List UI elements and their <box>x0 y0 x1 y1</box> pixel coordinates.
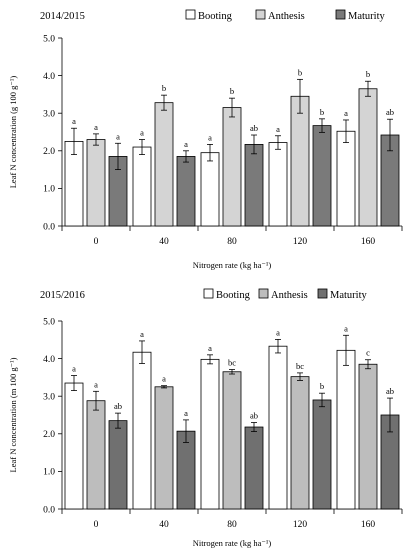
x-tick-label: 80 <box>227 237 237 247</box>
legend-label: Maturity <box>330 290 367 301</box>
chart-panel-1: 2014/2015 Booting Anthesis Maturity 0.0 1.0 2.… <box>8 9 403 270</box>
significance-letter: a <box>140 329 144 339</box>
bar-maturity <box>312 125 332 227</box>
x-tick-label: 120 <box>293 520 308 530</box>
bar-maturity <box>108 420 128 510</box>
bar-booting <box>336 349 356 510</box>
y-tick-label: 1.0 <box>43 468 55 478</box>
legend-label: Booting <box>216 290 251 301</box>
significance-letter: a <box>94 379 98 389</box>
significance-letter: a <box>208 343 212 353</box>
legend-swatch <box>185 9 196 20</box>
bar-booting <box>336 130 356 227</box>
bar-maturity <box>244 144 264 227</box>
significance-letter: ab <box>250 123 258 133</box>
y-tick-label: 1.0 <box>43 185 55 195</box>
bar-maturity <box>176 156 196 227</box>
bar-booting <box>200 152 220 227</box>
y-tick-label: 3.0 <box>43 110 55 120</box>
significance-letter: b <box>366 69 370 79</box>
chart-panel-2: 2015/2016 Booting Anthesis Maturity 0.0 1.0 2.… <box>8 288 403 548</box>
legend-label: Anthesis <box>268 11 305 22</box>
y-tick-label: 4.0 <box>43 72 55 82</box>
x-tick-label: 40 <box>159 237 169 247</box>
chart-title: 2015/2016 <box>40 290 85 301</box>
x-tick-label: 160 <box>361 237 376 247</box>
bar-anthesis <box>86 139 106 227</box>
legend-label: Maturity <box>348 11 385 22</box>
bar-anthesis <box>222 371 242 510</box>
x-axis-label: Nitrogen rate (kg ha⁻¹) <box>193 538 272 548</box>
y-tick-label: 0.0 <box>43 222 55 232</box>
significance-letter: a <box>276 327 280 337</box>
significance-letter: bc <box>296 361 304 371</box>
bar-maturity <box>244 426 264 510</box>
significance-letter: a <box>184 139 188 149</box>
y-tick-label: 3.0 <box>43 393 55 403</box>
x-tick-label: 120 <box>293 237 308 247</box>
significance-letter: b <box>320 381 324 391</box>
chart-title: 2014/2015 <box>40 11 85 22</box>
bar-anthesis <box>358 88 378 227</box>
bar-anthesis <box>154 102 174 227</box>
y-tick-label: 5.0 <box>43 34 55 44</box>
y-axis-label: Leaf N concentration (m 100 g⁻¹) <box>8 357 18 472</box>
legend-label: Anthesis <box>271 290 308 301</box>
significance-letter: b <box>162 83 166 93</box>
bar-booting <box>268 142 288 227</box>
significance-letter: a <box>276 124 280 134</box>
bar-booting <box>268 345 288 510</box>
y-axis-label: Leaf N concentration (g 100 g⁻¹) <box>8 76 18 189</box>
bar-anthesis <box>290 376 310 510</box>
bar-anthesis <box>290 95 310 227</box>
significance-letter: a <box>162 374 166 384</box>
significance-letter: a <box>94 122 98 132</box>
y-tick-label: 5.0 <box>43 317 55 327</box>
significance-letter: ab <box>386 386 394 396</box>
bar-booting <box>64 382 84 510</box>
bar-anthesis <box>86 400 106 510</box>
x-axis-label: Nitrogen rate (kg ha⁻¹) <box>193 260 272 270</box>
legend-swatch <box>203 288 214 299</box>
bar-booting <box>200 358 220 510</box>
x-tick-label: 0 <box>94 520 99 530</box>
significance-letter: a <box>344 108 348 118</box>
significance-letter: ab <box>386 107 394 117</box>
legend-swatch <box>317 288 328 299</box>
bar-anthesis <box>154 386 174 510</box>
x-tick-label: 80 <box>227 520 237 530</box>
y-tick-label: 2.0 <box>43 430 55 440</box>
significance-letter: bc <box>228 358 236 368</box>
significance-letter: b <box>320 107 324 117</box>
bar-maturity <box>312 399 332 510</box>
y-tick-label: 0.0 <box>43 505 55 515</box>
significance-letter: a <box>72 116 76 126</box>
legend-swatch <box>258 288 269 299</box>
significance-letter: ab <box>250 411 258 421</box>
significance-letter: a <box>344 323 348 333</box>
y-tick-label: 2.0 <box>43 147 55 157</box>
significance-letter: b <box>230 86 234 96</box>
y-tick-label: 4.0 <box>43 355 55 365</box>
legend-label: Booting <box>198 11 233 22</box>
significance-letter: a <box>72 364 76 374</box>
bar-anthesis <box>222 107 242 227</box>
legend-swatch <box>335 9 346 20</box>
x-tick-label: 40 <box>159 520 169 530</box>
significance-letter: a <box>208 132 212 142</box>
significance-letter: a <box>116 131 120 141</box>
significance-letter: a <box>140 128 144 138</box>
legend-swatch <box>255 9 266 20</box>
significance-letter: c <box>366 348 370 358</box>
significance-letter: ab <box>114 401 122 411</box>
significance-letter: b <box>298 67 302 77</box>
bar-anthesis <box>358 363 378 510</box>
bar-booting <box>132 351 152 510</box>
bar-booting <box>132 146 152 227</box>
x-tick-label: 0 <box>94 237 99 247</box>
x-tick-label: 160 <box>361 520 376 530</box>
significance-letter: a <box>184 408 188 418</box>
